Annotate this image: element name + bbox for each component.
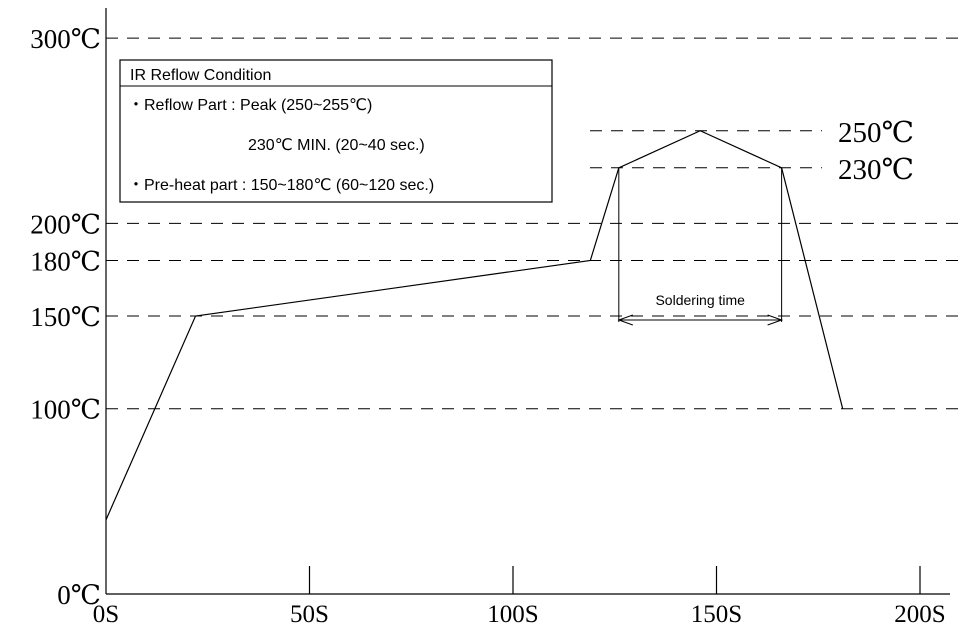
soldering-arrow-left-head [617, 314, 633, 326]
y-tick-label-200: 200℃ [30, 209, 101, 239]
soldering-arrow-right-head [767, 314, 784, 326]
x-tick-label-200: 200S [894, 601, 945, 628]
legend-line-1: ・Reflow Part : Peak (250~255℃) [128, 97, 372, 114]
legend-box: IR Reflow Condition ・Reflow Part : Peak … [119, 59, 553, 203]
y-tick-label-0: 0℃ [57, 580, 101, 610]
x-tick-label-0: 0S [93, 601, 119, 628]
x-tick-label-50: 50S [290, 601, 329, 628]
y-tick-label-180: 180℃ [30, 246, 101, 276]
y-tick-label-100: 100℃ [30, 395, 101, 425]
axes [105, 8, 950, 595]
x-tick-label-100: 100S [487, 601, 538, 628]
peak-label-230: 230℃ [838, 154, 914, 186]
legend-line-2: 230℃ MIN. (20~40 sec.) [248, 137, 425, 154]
peak-label-250: 250℃ [838, 117, 914, 149]
x-tick-label-150: 150S [691, 601, 742, 628]
reference-lines [106, 37, 960, 410]
soldering-time-marker: Soldering time [617, 167, 784, 326]
legend-title: IR Reflow Condition [130, 67, 271, 84]
legend-line-3: ・Pre-heat part : 150~180℃ (60~120 sec.) [128, 177, 434, 194]
y-tick-labels: 0℃ 100℃ 150℃ 180℃ 200℃ 300℃ [30, 24, 101, 610]
peak-labels: 250℃ 230℃ [838, 117, 914, 186]
soldering-time-label: Soldering time [655, 292, 745, 308]
y-tick-label-300: 300℃ [30, 24, 101, 54]
x-ticks [308, 566, 921, 594]
x-tick-labels: 0S 50S 100S 150S 200S [93, 601, 946, 628]
y-tick-label-150: 150℃ [30, 302, 101, 332]
legend-frame [119, 59, 553, 203]
